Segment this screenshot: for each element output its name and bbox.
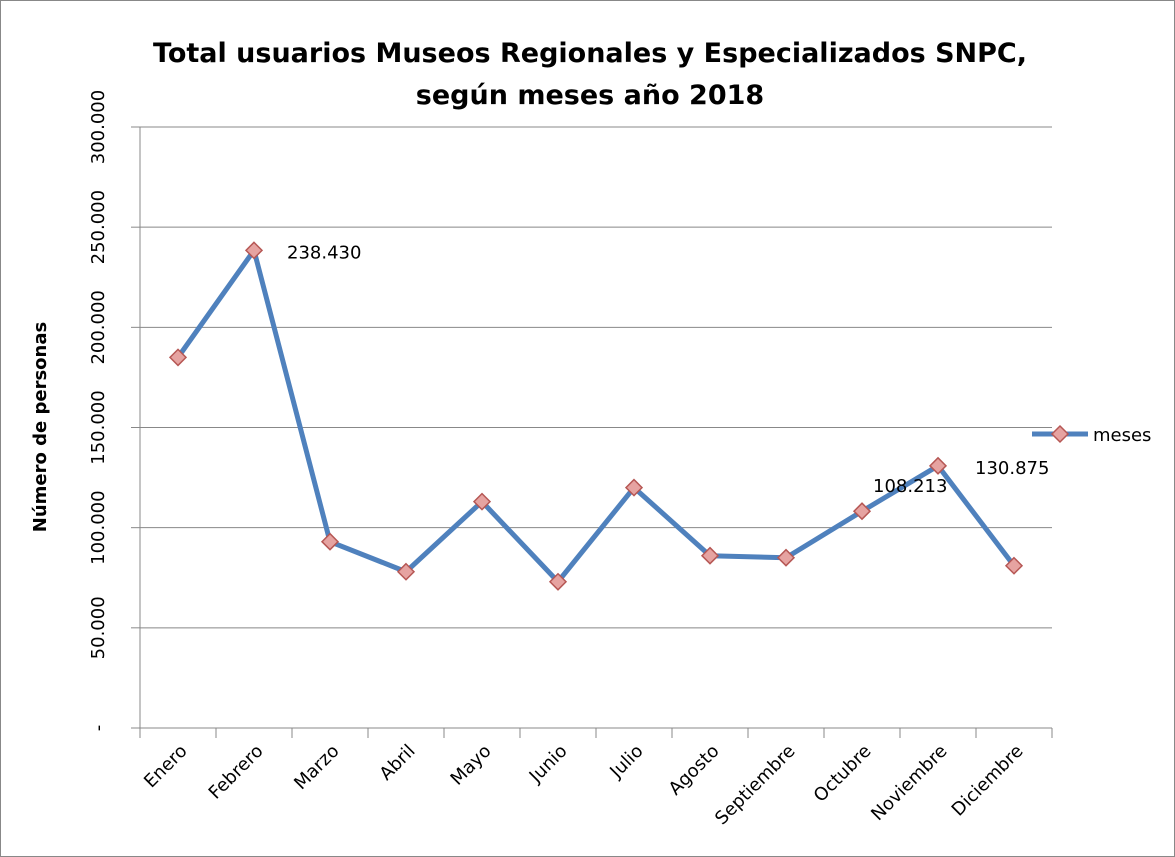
y-tick-label: 50.000 [88, 596, 109, 659]
data-point [700, 546, 720, 565]
y-tick-label: 200.000 [88, 290, 109, 364]
y-tick-label: 100.000 [88, 490, 109, 564]
legend-label: meses [1093, 425, 1151, 446]
data-point [1004, 556, 1024, 575]
data-point [320, 532, 340, 551]
data-label: 108.213 [873, 476, 947, 497]
data-point [928, 456, 948, 475]
y-tick-label: 150.000 [88, 390, 109, 464]
data-point [624, 478, 644, 497]
data-point [168, 348, 188, 367]
chart-title: Total usuarios Museos Regionales y Espec… [153, 38, 1027, 69]
series-line [175, 247, 1016, 585]
data-point [776, 548, 796, 567]
data-point [852, 502, 872, 521]
data-label: 130.875 [975, 458, 1049, 479]
data-label: 238.430 [287, 242, 361, 263]
data-point [548, 572, 568, 591]
data-point [396, 562, 416, 581]
data-point [244, 241, 264, 260]
y-axis-label: Número de personas [30, 322, 51, 532]
y-tick-label: 250.000 [88, 190, 109, 264]
legend-marker [1050, 424, 1070, 444]
data-point [472, 492, 492, 511]
y-tick-label: - [88, 725, 109, 732]
y-tick-label: 300.000 [88, 90, 109, 164]
chart-title: según meses año 2018 [416, 80, 764, 111]
